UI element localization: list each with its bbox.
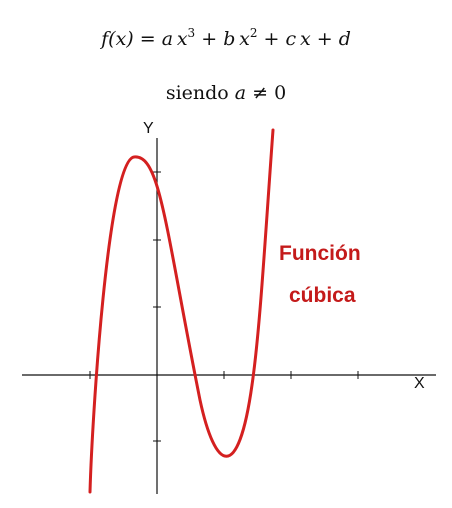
curve-label-line1: Función: [279, 242, 361, 265]
cubic-formula: f(x) = a x3 + b x2 + c x + d: [101, 26, 351, 50]
y-axis-label: Y: [143, 120, 154, 137]
x-axis-label: X: [414, 375, 425, 392]
condition-text: siendo a ≠ 0: [165, 82, 287, 104]
cubic-curve: [88, 128, 275, 494]
curve-label-line2: cúbica: [289, 284, 356, 307]
